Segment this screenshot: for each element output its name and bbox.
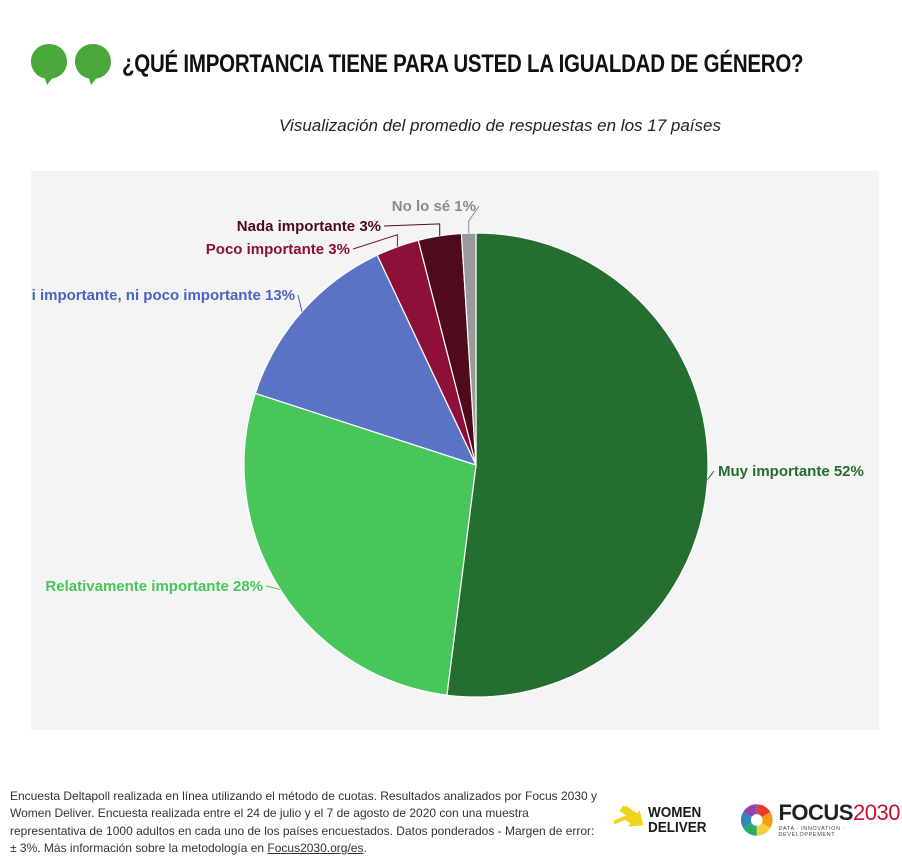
chart-subtitle: Visualización del promedio de respuestas… [279, 116, 721, 135]
page-title: ¿QUÉ IMPORTANCIA TIENE PARA USTED LA IGU… [122, 49, 804, 78]
footer-end: . [363, 841, 367, 856]
women-deliver-line2: DELIVER [648, 819, 707, 836]
speech-bubble-icon [75, 44, 111, 85]
focus-tagline: DATA · INNOVATION · DEVELOPPEMENT [778, 826, 846, 838]
leader-line [297, 294, 303, 312]
speech-bubble-icon [31, 44, 67, 85]
slice-label: No lo sé 1% [392, 198, 476, 215]
pie-chart: Muy importante 52% Relativamente importan… [31, 198, 864, 698]
leader-line [352, 234, 398, 250]
methodology-link[interactable]: Focus2030.org/es [267, 841, 364, 856]
leader-line [468, 205, 480, 234]
women-deliver-line1: WOMEN [648, 804, 702, 821]
slice-label: Muy importante 52% [718, 463, 864, 480]
header: ¿QUÉ IMPORTANCIA TIENE PARA USTED LA IGU… [30, 42, 902, 86]
pie-slice [254, 254, 478, 466]
speech-bubbles-icon [30, 42, 112, 86]
leader-line [707, 470, 715, 480]
color-wheel-icon [740, 804, 773, 836]
slice-label: Poco importante 3% [206, 241, 350, 258]
pie-slice [460, 232, 477, 466]
chart-panel: Muy importante 52% Relativamente importan… [31, 171, 879, 730]
arrow-icon [614, 806, 644, 827]
pie-slice [446, 232, 709, 698]
leader-line [383, 223, 441, 236]
slice-label: Ni importante, ni poco importante 13% [31, 287, 295, 304]
focus-2030-logo: FOCUS2030 DATA · INNOVATION · DEVELOPPEM… [740, 802, 902, 838]
focus-word: FOCUS [778, 800, 853, 825]
pie-slice [243, 392, 477, 696]
slice-label: Relativamente importante 28% [45, 578, 263, 595]
footer-text: Encuesta Deltapoll realizada en línea ut… [10, 789, 598, 856]
footer-note: Encuesta Deltapoll realizada en línea ut… [10, 788, 600, 858]
slice-label: Nada importante 3% [237, 218, 381, 235]
leader-line [265, 585, 281, 590]
focus-year: 2030 [852, 800, 900, 825]
women-deliver-logo: WOMEN DELIVER [614, 805, 713, 835]
